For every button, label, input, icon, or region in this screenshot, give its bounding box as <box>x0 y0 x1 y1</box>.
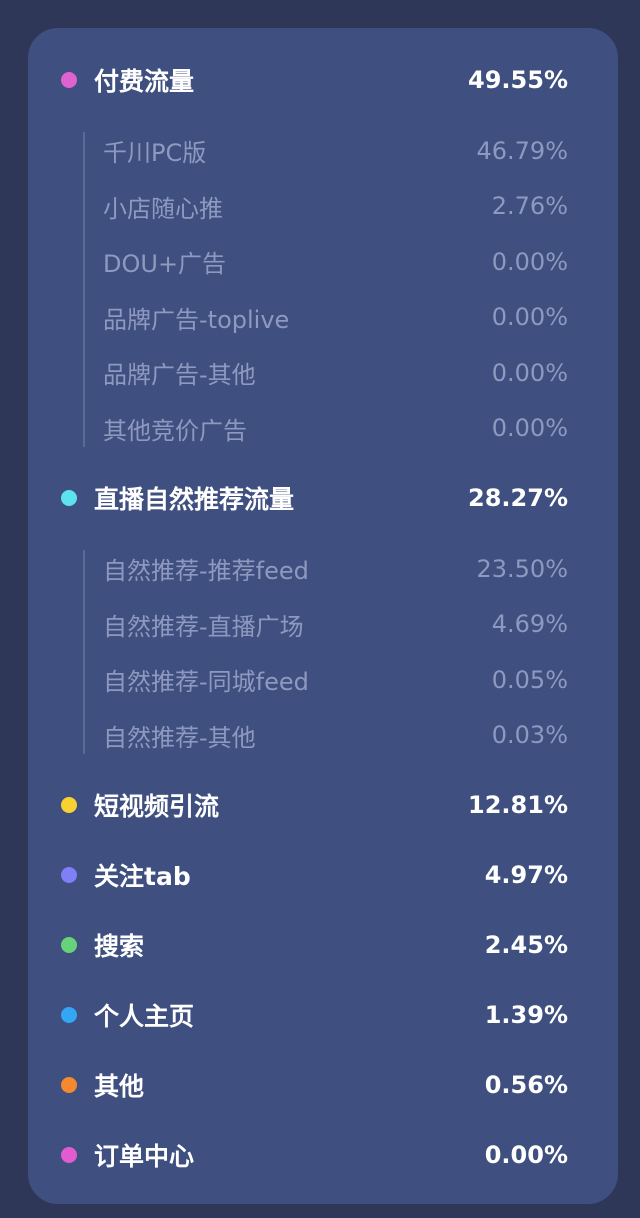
traffic-source-row: 其他 0.56% <box>28 1050 618 1120</box>
sub-source-label: DOU+广告 <box>103 250 227 279</box>
source-label: 订单中心 <box>94 1142 195 1171</box>
source-label: 付费流量 <box>94 67 195 96</box>
sub-source-label: 自然推荐-直播广场 <box>103 612 304 641</box>
legend-dot-icon <box>61 490 77 506</box>
traffic-source-row: 订单中心 0.00% <box>28 1120 618 1190</box>
source-percentage: 2.45% <box>484 931 568 959</box>
sub-source-label: 小店随心推 <box>103 194 223 223</box>
source-label: 个人主页 <box>94 1002 195 1031</box>
traffic-source-row: 搜索 2.45% <box>28 910 618 980</box>
sub-source-row: 自然推荐-推荐feed 23.50% <box>28 541 618 597</box>
sub-source-row: 千川PC版 46.79% <box>28 123 618 179</box>
source-percentage: 0.56% <box>484 1071 568 1099</box>
sub-source-label: 千川PC版 <box>103 139 207 168</box>
sub-source-label: 品牌广告-toplive <box>103 305 290 334</box>
legend-dot-icon <box>61 1147 77 1163</box>
sub-source-list: 千川PC版 46.79% 小店随心推 2.76% DOU+广告 0.00% 品牌广告-top… <box>28 123 618 456</box>
sub-source-list: 自然推荐-推荐feed 23.50% 自然推荐-直播广场 4.69% 自然推荐-同城fe… <box>28 541 618 763</box>
legend-dot-icon <box>61 797 77 813</box>
sub-source-row: DOU+广告 0.00% <box>28 234 618 290</box>
sub-source-label: 自然推荐-同城feed <box>103 668 309 697</box>
sub-source-percentage: 46.79% <box>476 136 568 165</box>
traffic-source-row: 直播自然推荐流量 28.27% <box>28 463 618 533</box>
sub-source-label: 自然推荐-其他 <box>103 723 256 752</box>
source-label: 短视频引流 <box>94 792 220 821</box>
source-percentage: 12.81% <box>468 791 568 819</box>
traffic-source-row: 短视频引流 12.81% <box>28 770 618 840</box>
sub-source-percentage: 0.00% <box>491 303 568 332</box>
source-label: 其他 <box>94 1072 145 1101</box>
sub-source-label: 其他竞价广告 <box>103 416 247 445</box>
sub-source-row: 其他竞价广告 0.00% <box>28 401 618 457</box>
sub-source-percentage: 0.00% <box>491 414 568 443</box>
legend-dot-icon <box>61 867 77 883</box>
source-label: 关注tab <box>94 862 191 891</box>
legend-dot-icon <box>61 937 77 953</box>
traffic-source-row: 付费流量 49.55% <box>28 45 618 115</box>
traffic-source-list: 付费流量 49.55% 千川PC版 46.79% 小店随心推 2.76% DOU+广告 0.0… <box>28 45 618 1190</box>
sub-source-percentage: 0.03% <box>491 721 568 750</box>
source-percentage: 1.39% <box>484 1001 568 1029</box>
sub-source-percentage: 23.50% <box>476 554 568 583</box>
sub-source-row: 品牌广告-toplive 0.00% <box>28 290 618 346</box>
sub-source-row: 品牌广告-其他 0.00% <box>28 345 618 401</box>
sub-source-percentage: 4.69% <box>491 610 568 639</box>
source-percentage: 0.00% <box>484 1141 568 1169</box>
source-percentage: 4.97% <box>484 861 568 889</box>
sub-source-percentage: 0.00% <box>491 247 568 276</box>
legend-dot-icon <box>61 72 77 88</box>
sub-source-label: 品牌广告-其他 <box>103 361 256 390</box>
legend-dot-icon <box>61 1077 77 1093</box>
sub-source-percentage: 0.00% <box>491 358 568 387</box>
source-percentage: 28.27% <box>468 484 568 512</box>
source-percentage: 49.55% <box>468 66 568 94</box>
sub-source-percentage: 0.05% <box>491 665 568 694</box>
traffic-source-row: 关注tab 4.97% <box>28 840 618 910</box>
sub-source-label: 自然推荐-推荐feed <box>103 557 309 586</box>
sub-source-row: 自然推荐-直播广场 4.69% <box>28 597 618 653</box>
tree-divider-line <box>83 132 85 447</box>
traffic-source-row: 个人主页 1.39% <box>28 980 618 1050</box>
source-label: 搜索 <box>94 932 145 961</box>
sub-source-percentage: 2.76% <box>491 192 568 221</box>
sub-source-row: 自然推荐-同城feed 0.05% <box>28 652 618 708</box>
sub-source-row: 自然推荐-其他 0.03% <box>28 708 618 764</box>
legend-dot-icon <box>61 1007 77 1023</box>
traffic-source-card: 付费流量 49.55% 千川PC版 46.79% 小店随心推 2.76% DOU+广告 0.0… <box>28 28 618 1204</box>
sub-source-row: 小店随心推 2.76% <box>28 179 618 235</box>
source-label: 直播自然推荐流量 <box>94 485 295 514</box>
tree-divider-line <box>83 550 85 754</box>
